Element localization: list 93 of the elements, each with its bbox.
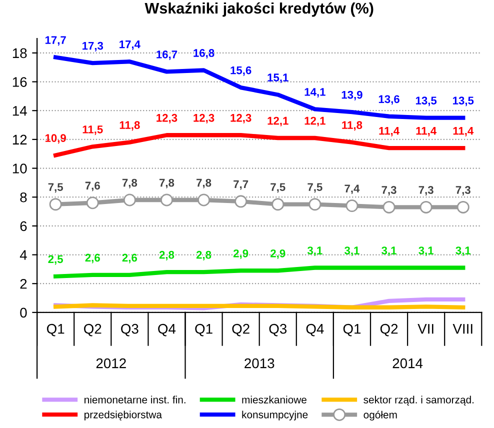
x-tick-label: VIII <box>452 324 472 334</box>
y-tick-label: 16 <box>12 77 27 87</box>
data-label: 2,9 <box>270 249 286 259</box>
point <box>198 194 210 206</box>
y-tick-label: 6 <box>20 221 27 232</box>
point <box>160 194 173 206</box>
data-label: 7,6 <box>85 182 100 192</box>
data-label: 7,8 <box>122 178 138 188</box>
data-label: 3,1 <box>344 246 360 256</box>
data-label: 13,9 <box>342 90 362 100</box>
x-tick-label: Q1 <box>195 324 212 336</box>
data-label: 2,6 <box>122 254 137 264</box>
y-tick-label: 0 <box>20 308 27 318</box>
data-label: 16,7 <box>156 50 178 60</box>
x-tick-label: Q1 <box>343 324 361 336</box>
data-label: 12,3 <box>156 114 178 124</box>
text: 2013 <box>244 358 274 368</box>
data-label: 7,5 <box>270 183 286 193</box>
point <box>272 198 284 211</box>
point <box>346 200 358 212</box>
data-label: 11,4 <box>416 127 437 136</box>
point <box>308 198 322 211</box>
data-label: 11,8 <box>120 121 140 131</box>
point <box>123 194 136 206</box>
x-tick-label: Q4 <box>306 324 324 336</box>
point <box>456 200 470 214</box>
legend-label: mieszkaniowe <box>242 396 306 404</box>
point <box>382 200 396 214</box>
data-label: 3,1 <box>307 246 322 256</box>
data-label: 17,4 <box>120 40 140 50</box>
x-tick-label: Q3 <box>121 324 138 336</box>
data-label: 12,3 <box>194 114 214 124</box>
legend-label: konsumpcyjne <box>242 410 308 420</box>
data-label: 3,1 <box>418 246 434 256</box>
data-label: 2,8 <box>159 250 174 260</box>
data-label: 16,8 <box>194 49 214 59</box>
x-tick-label: VII <box>418 324 434 334</box>
data-label: 2,9 <box>233 249 248 259</box>
point <box>420 200 432 214</box>
text: 2014 <box>392 358 423 368</box>
point <box>49 198 62 211</box>
data-label: 7,7 <box>234 180 248 190</box>
data-label: 3,1 <box>456 246 471 256</box>
x-tick-label: Q2 <box>232 324 250 336</box>
data-label: 7,3 <box>456 186 470 196</box>
data-label: 7,3 <box>382 186 396 196</box>
data-label: 7,3 <box>418 186 434 196</box>
data-label: 7,5 <box>308 183 322 193</box>
data-label: 13,6 <box>378 95 400 105</box>
legend-label: ogółem <box>364 410 397 421</box>
data-label: 12,1 <box>268 116 288 126</box>
x-tick-label: Q2 <box>84 324 102 336</box>
data-label: 10,9 <box>45 134 66 144</box>
data-label: 15,1 <box>268 74 288 84</box>
x-tick-label: Q1 <box>46 324 64 336</box>
y-tick-label: 18 <box>12 48 27 58</box>
line-series <box>53 266 466 278</box>
data-label: 7,8 <box>196 178 212 188</box>
data-label: 17,7 <box>45 36 66 46</box>
x-tick-label: Q4 <box>158 324 176 336</box>
point <box>234 195 248 208</box>
y-tick-label: 2 <box>20 278 27 289</box>
data-label: 11,5 <box>82 126 103 135</box>
y-tick-label: 4 <box>20 250 27 260</box>
legend-label: przedsiębiorstwa <box>84 410 162 420</box>
y-tick-label: 8 <box>20 192 27 202</box>
data-label: 7,4 <box>344 184 360 194</box>
data-label: 15,6 <box>230 66 252 76</box>
data-label: 2,6 <box>85 254 100 264</box>
legend-label: sektor rząd. i samorząd. <box>364 396 474 406</box>
data-label: 17,3 <box>82 42 104 52</box>
data-label: 11,8 <box>342 121 362 131</box>
text: 2012 <box>96 358 126 368</box>
data-label: 3,1 <box>382 246 396 256</box>
data-label: 7,5 <box>48 183 63 193</box>
data-label: 13,5 <box>416 96 437 106</box>
data-label: 14,1 <box>304 88 326 98</box>
x-tick-label: Q2 <box>380 324 398 336</box>
data-label: 11,4 <box>379 127 400 136</box>
legend-label: niemonetarne inst. fin. <box>84 396 186 404</box>
data-label: 2,5 <box>48 255 63 265</box>
y-tick-label: 14 <box>12 106 27 116</box>
y-tick-label: 12 <box>12 134 27 144</box>
y-tick-label: 10 <box>12 164 27 174</box>
data-label: 13,5 <box>453 96 474 106</box>
data-label: 12,1 <box>304 116 326 126</box>
data-label: 12,3 <box>230 114 252 124</box>
data-label: 2,8 <box>196 250 212 260</box>
point <box>86 196 99 210</box>
x-tick-label: Q3 <box>269 324 287 336</box>
data-label: 11,4 <box>453 127 474 136</box>
data-label: 7,8 <box>159 178 174 188</box>
chart-title: Wskaźniki jakości kredytów (%) <box>144 2 374 17</box>
